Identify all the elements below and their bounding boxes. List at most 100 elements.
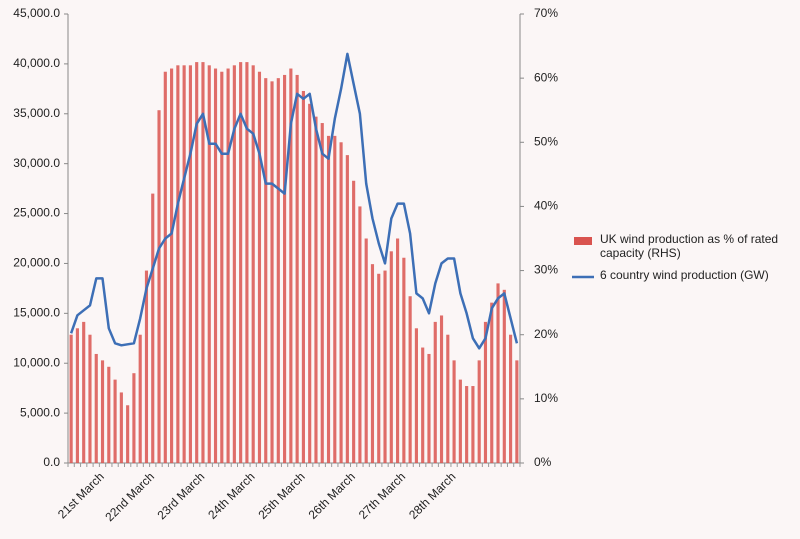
bar [408,296,412,463]
bar [421,347,425,463]
bar [414,328,418,463]
bar [251,65,255,464]
bar [157,110,161,463]
x-tick-label: 21st March [55,469,107,521]
bar [439,315,444,463]
legend-swatch-bar [574,237,592,245]
bar [94,353,98,463]
legend-swatch [572,275,594,279]
bar [107,366,111,463]
bar [465,386,469,463]
bar [132,373,136,463]
bar [483,321,488,463]
bar [515,360,519,463]
y2-tick-label: 0% [534,455,552,469]
bar [69,334,73,463]
x-tick-label: 27th March [356,469,408,521]
bar [471,386,475,463]
bar [314,116,318,463]
legend-label: 6 country wind production (GW) [600,268,769,282]
x-tick-label: 22nd March [102,469,157,524]
y2-tick-label: 70% [534,6,558,20]
bar [458,379,462,463]
bar [427,353,431,463]
bar [383,270,387,463]
x-tick-label: 25th March [255,469,307,521]
bar [502,289,506,463]
bar [308,103,312,464]
bar [396,238,400,463]
bar [477,360,481,463]
bar [402,257,406,463]
bar [195,62,199,463]
x-tick-label: 26th March [306,469,358,521]
y-tick-label: 5,000.0 [20,405,60,419]
bar [446,334,450,463]
bar [88,334,92,463]
bar [239,62,243,463]
bar [257,71,262,463]
bar [207,65,211,464]
bar [345,155,349,463]
y-tick-label: 10,000.0 [13,355,60,369]
y-tick-label: 15,000.0 [13,306,60,320]
bar [138,334,142,463]
bar [264,78,268,464]
y2-tick-label: 40% [534,199,558,213]
bar [82,321,86,463]
bar [182,65,186,464]
bar [245,62,249,463]
y-tick-label: 40,000.0 [13,56,60,70]
bar [320,123,324,464]
y-tick-label: 30,000.0 [13,156,60,170]
bar [509,334,513,463]
bar [119,392,123,463]
bar [163,71,167,463]
bar [358,206,362,463]
bar [339,142,343,464]
legend-item: UK wind production as % of rated capacit… [572,232,794,260]
legend-label: UK wind production as % of rated capacit… [600,232,779,260]
y-tick-label: 20,000.0 [13,256,60,270]
bar [151,193,155,463]
y2-tick-label: 50% [534,134,558,148]
bar [377,273,381,463]
bar [496,283,500,463]
y-tick-label: 35,000.0 [13,106,60,120]
bar [301,90,305,463]
bar [75,328,79,463]
legend-item: 6 country wind production (GW) [572,268,794,282]
y2-tick-label: 10% [534,391,558,405]
x-tick-label: 24th March [205,469,257,521]
bar [326,135,331,463]
bar [370,264,375,463]
legend: UK wind production as % of rated capacit… [572,232,794,290]
bar [289,68,293,464]
bar [333,135,337,463]
bar [176,65,180,464]
bar [113,379,117,463]
bar [126,405,130,463]
bar [389,251,393,463]
y-tick-label: 45,000.0 [13,6,60,20]
bar [352,180,356,463]
bar [188,65,192,464]
bar [201,62,205,463]
y-tick-label: 25,000.0 [13,206,60,220]
bar [213,68,218,464]
y2-tick-label: 30% [534,263,558,277]
legend-swatch [574,237,592,245]
bar [283,74,287,463]
bar [490,302,494,463]
bar [270,81,274,463]
y2-tick-label: 20% [534,327,558,341]
bar [144,270,149,463]
bar [100,360,105,463]
bar [452,360,456,463]
bar [276,78,280,464]
bar [220,71,224,463]
bar [364,238,368,463]
bar [232,65,236,464]
y-tick-label: 0.0 [43,455,60,469]
